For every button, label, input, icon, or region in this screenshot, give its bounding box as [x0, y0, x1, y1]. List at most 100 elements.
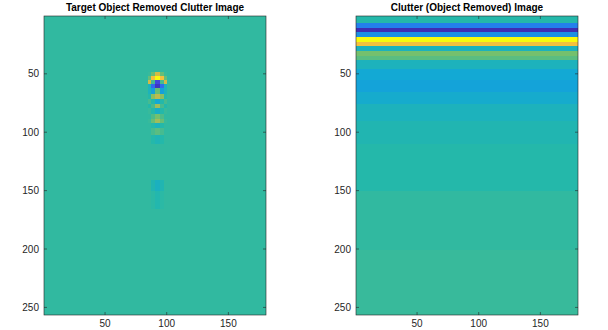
heatmap-cell [148, 123, 152, 128]
heatmap-cell [44, 114, 148, 119]
heatmap-cell [167, 135, 266, 145]
heatmap-cell [160, 104, 164, 109]
heatmap-cell [167, 128, 266, 135]
heatmap-cell [155, 84, 160, 89]
heatmap-cell [155, 16, 160, 72]
y-tick [263, 73, 266, 74]
heatmap-cell [148, 88, 152, 94]
x-tick-label: 150 [532, 318, 549, 329]
heatmap-cell [356, 46, 578, 51]
heatmap-cell [148, 84, 152, 89]
heatmap-cell [167, 108, 266, 114]
heatmap-cell [167, 180, 266, 192]
heatmap-cell [155, 108, 160, 114]
heatmap-cell [151, 84, 155, 89]
heatmap-cell [167, 72, 266, 76]
heatmap-cell [44, 94, 148, 99]
heatmap-cell [155, 144, 160, 179]
heatmap-cell [160, 135, 164, 145]
heatmap-cell [356, 191, 578, 250]
heatmap-cell [155, 72, 160, 76]
heatmap-cell [148, 119, 152, 124]
x-tick [166, 312, 167, 315]
y-tick-label: 50 [340, 68, 352, 79]
y-tick [44, 132, 47, 133]
heatmap-cell [155, 99, 160, 104]
heatmap-cell [148, 128, 152, 135]
heatmap-cell [151, 76, 155, 81]
y-tick-label: 50 [28, 68, 40, 79]
heatmap-cell [167, 99, 266, 104]
y-tick-label: 100 [22, 127, 39, 138]
heatmap-cell [164, 123, 168, 128]
heatmap-cell [160, 114, 164, 119]
y-tick [263, 249, 266, 250]
heatmap-cell [44, 144, 148, 179]
y-tick-label: 100 [334, 127, 351, 138]
heatmap-cell [151, 94, 155, 99]
y-tick-label: 150 [22, 185, 39, 196]
heatmap-cell [164, 144, 168, 179]
heatmap-cell [164, 108, 168, 114]
axes: 5010015050100150200250Clutter (Object Re… [334, 2, 578, 329]
y-tick [575, 249, 578, 250]
x-tick [105, 312, 106, 315]
heatmap-cell [356, 56, 578, 61]
heatmap-cell [164, 72, 168, 76]
x-tick [417, 312, 418, 315]
heatmap-cell [151, 104, 155, 109]
heatmap-cell [155, 135, 160, 145]
x-tick [540, 16, 541, 19]
heatmap-cell [44, 180, 148, 192]
x-tick [478, 16, 479, 19]
heatmap-cell [167, 80, 266, 84]
heatmap-cell [155, 128, 160, 135]
heatmap-cell [151, 128, 155, 135]
y-tick [263, 307, 266, 308]
heatmap-cell [160, 209, 164, 315]
y-tick [356, 73, 359, 74]
heatmap-cell [164, 94, 168, 99]
x-tick [228, 312, 229, 315]
heatmap-cell [151, 135, 155, 145]
cells [356, 16, 578, 315]
heatmap-cell [164, 88, 168, 94]
heatmap-cell [151, 119, 155, 124]
heatmap-cell [167, 84, 266, 89]
heatmap-cell [160, 88, 164, 94]
heatmap-cell [148, 76, 152, 81]
y-tick-label: 250 [334, 302, 351, 313]
heatmap-cell [155, 209, 160, 315]
y-tick-label: 200 [22, 244, 39, 255]
heatmap-cell [44, 99, 148, 104]
y-tick-label: 150 [334, 185, 351, 196]
heatmap-cell [44, 191, 148, 209]
heatmap-cell [44, 16, 148, 72]
heatmap-cell [167, 16, 266, 72]
y-tick [575, 307, 578, 308]
cells [44, 16, 266, 315]
y-tick [575, 132, 578, 133]
x-tick [166, 16, 167, 19]
heatmap-cell [151, 72, 155, 76]
heatmap-cell [155, 191, 160, 209]
heatmap-cell [160, 119, 164, 124]
heatmap-cell [164, 191, 168, 209]
heatmap-cell [164, 180, 168, 192]
heatmap-cell [44, 108, 148, 114]
heatmap-cell [148, 144, 152, 179]
x-tick [478, 312, 479, 315]
heatmap-cell [164, 16, 168, 72]
x-tick [540, 312, 541, 315]
heatmap-cell [44, 88, 148, 94]
heatmap-cell [356, 104, 578, 122]
heatmap-cell [44, 135, 148, 145]
x-tick-label: 100 [470, 318, 487, 329]
heatmap-cell [356, 250, 578, 315]
heatmap-cell [155, 76, 160, 81]
heatmap-cell [148, 108, 152, 114]
y-tick [44, 249, 47, 250]
heatmap-cell [164, 99, 168, 104]
y-tick-label: 200 [334, 244, 351, 255]
heatmap-cell [148, 209, 152, 315]
